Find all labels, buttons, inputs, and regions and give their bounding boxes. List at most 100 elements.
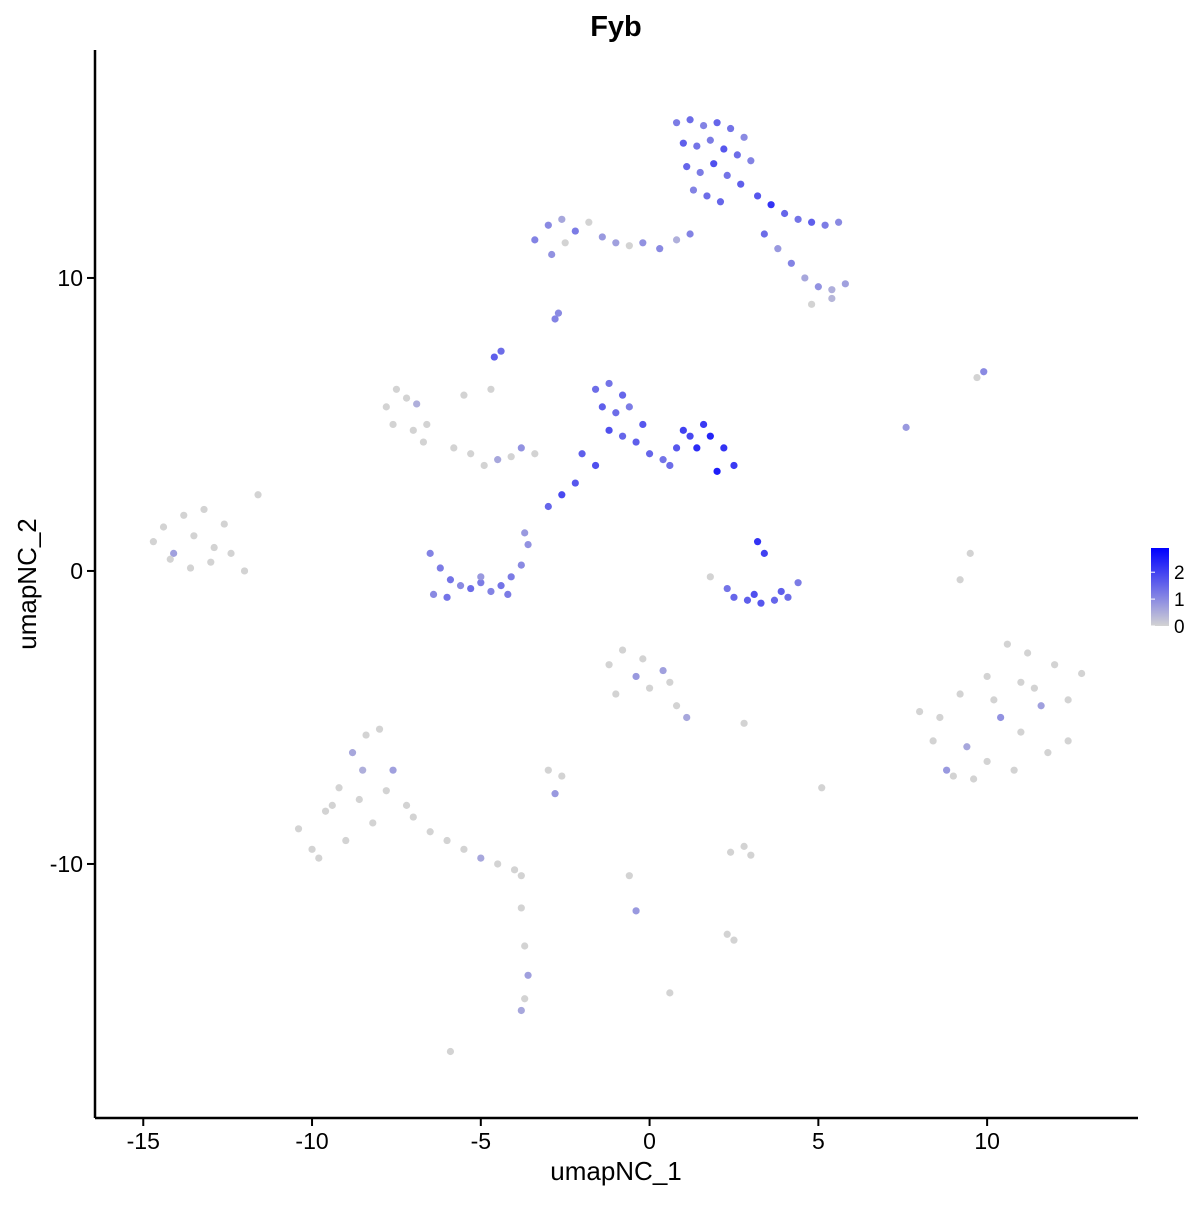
point: [450, 444, 458, 452]
x-tick-label: 0: [643, 1128, 656, 1154]
point: [645, 684, 654, 692]
point: [342, 836, 350, 845]
point: [517, 904, 525, 912]
point: [551, 315, 559, 323]
point: [730, 461, 738, 470]
point: [382, 403, 390, 411]
point: [598, 403, 606, 411]
point: [402, 394, 411, 402]
point: [767, 201, 775, 209]
point: [561, 239, 569, 247]
point: [521, 995, 529, 1003]
point: [784, 593, 792, 601]
point: [591, 461, 600, 470]
point: [477, 854, 485, 862]
point: [794, 579, 802, 587]
point: [494, 860, 502, 868]
point: [591, 385, 600, 393]
point: [220, 520, 228, 528]
point: [730, 593, 738, 601]
point: [726, 848, 735, 856]
point: [227, 549, 235, 557]
point: [672, 119, 681, 127]
point: [1078, 669, 1086, 678]
point: [446, 576, 455, 584]
point: [814, 283, 822, 291]
point: [818, 784, 826, 792]
point: [548, 250, 556, 259]
point: [392, 385, 401, 393]
point: [426, 549, 434, 557]
point: [598, 233, 606, 241]
x-tick-label: -5: [471, 1128, 491, 1154]
point: [956, 576, 964, 584]
point: [348, 749, 357, 757]
point: [1030, 684, 1038, 692]
x-axis-label: umapNC_1: [550, 1156, 682, 1186]
point: [1017, 728, 1025, 736]
point: [517, 561, 525, 569]
point: [369, 819, 377, 827]
point: [730, 936, 738, 944]
point: [703, 192, 711, 200]
point: [625, 242, 633, 250]
point: [159, 523, 168, 531]
point: [720, 444, 728, 452]
point: [807, 218, 816, 226]
y-tick-label: -10: [50, 851, 83, 877]
point: [666, 989, 674, 997]
point: [531, 236, 539, 244]
point: [618, 646, 627, 654]
point: [419, 438, 428, 446]
x-tick-label: 5: [812, 1128, 825, 1154]
point: [966, 549, 974, 557]
point: [389, 766, 397, 774]
point: [835, 218, 843, 226]
point: [774, 245, 782, 253]
point: [740, 842, 748, 850]
point: [571, 227, 579, 235]
point: [612, 239, 620, 247]
point: [943, 766, 951, 774]
point: [1037, 702, 1045, 710]
point: [186, 564, 195, 572]
point: [517, 1006, 525, 1015]
point: [787, 259, 795, 267]
point: [1051, 661, 1059, 669]
point: [558, 772, 566, 780]
point: [618, 391, 627, 399]
point: [973, 373, 981, 382]
point: [760, 549, 768, 557]
point: [794, 215, 802, 223]
point: [1064, 696, 1072, 704]
x-tick-label: -15: [127, 1128, 160, 1154]
point: [315, 854, 323, 862]
point: [757, 599, 765, 607]
point: [639, 655, 647, 663]
point: [467, 584, 475, 593]
point: [753, 192, 762, 200]
point: [740, 719, 748, 727]
point: [429, 590, 438, 599]
colorbar-tick-label: 2: [1174, 563, 1185, 584]
point: [1044, 749, 1052, 757]
point: [686, 432, 694, 440]
point: [1017, 678, 1025, 686]
point: [956, 690, 964, 698]
chart-title: Fyb: [590, 11, 642, 43]
point: [436, 564, 444, 572]
point: [672, 702, 681, 710]
point: [625, 403, 633, 411]
point: [679, 139, 687, 147]
point: [1064, 737, 1072, 745]
colorbar: [1151, 548, 1169, 626]
point: [612, 690, 620, 698]
point: [710, 160, 718, 168]
point: [632, 907, 640, 915]
point: [544, 502, 552, 511]
point: [963, 743, 971, 751]
point: [571, 479, 579, 487]
point: [980, 368, 988, 376]
point: [659, 456, 667, 464]
